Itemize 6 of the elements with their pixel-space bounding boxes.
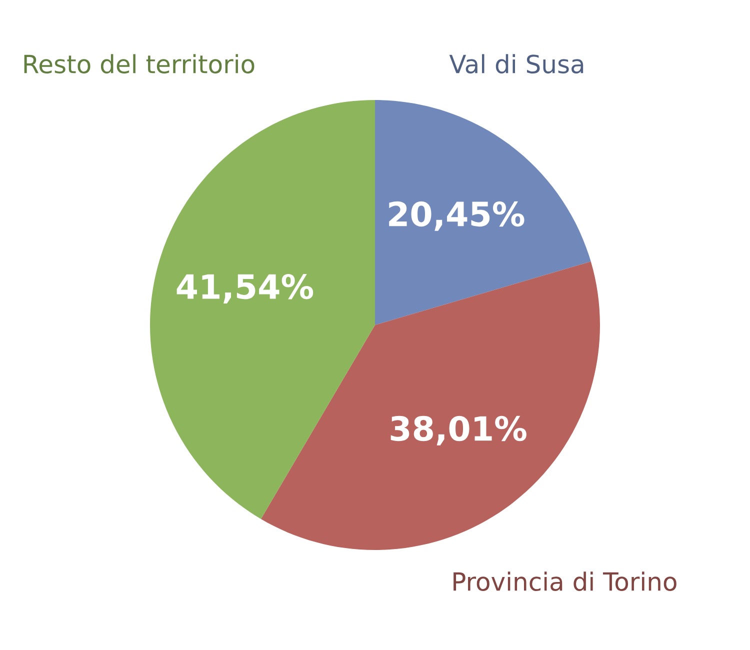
data-label: 20,45% <box>389 201 524 231</box>
slice-label: Provincia di Torino <box>454 572 676 592</box>
slice-label: Val di Susa <box>449 54 584 74</box>
slice-label: Resto del territorio <box>24 54 254 74</box>
data-label: 38,01% <box>390 416 526 446</box>
data-label: 41,54% <box>176 274 314 304</box>
